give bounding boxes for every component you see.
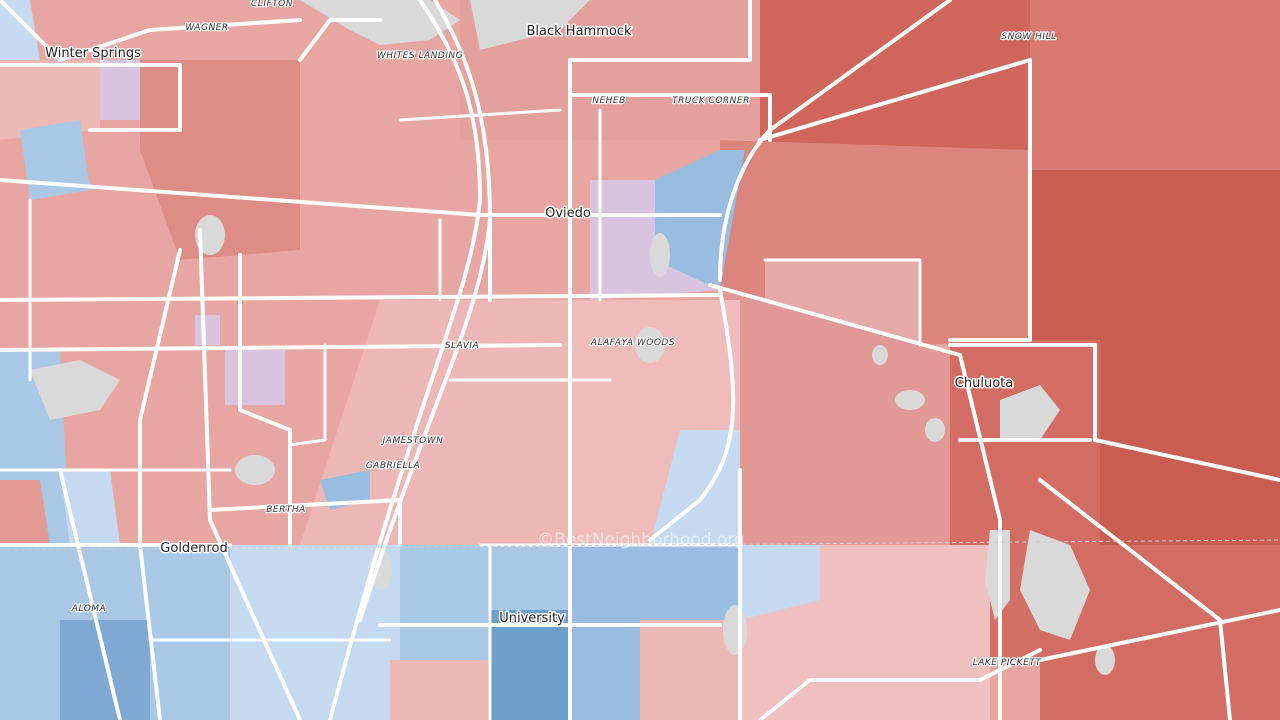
lakes (30, 0, 1115, 675)
town-label: Black Hammock (526, 24, 631, 39)
area-label: LAKE PICKETT (973, 658, 1043, 668)
town-label: University (499, 611, 565, 626)
area-label: ALOMA (71, 604, 106, 614)
town-label: Goldenrod (160, 541, 227, 556)
town-label: Chuluota (955, 376, 1013, 391)
area-label: GABRIELLA (366, 461, 421, 471)
area-label: BERTHA (266, 505, 306, 515)
area-label: WAGNER (185, 23, 228, 33)
town-label: Winter Springs (45, 46, 141, 61)
area-label: JAMESTOWN (381, 436, 444, 446)
area-label: SNOW HILL (1001, 32, 1056, 42)
area-label: CLIFTON (251, 0, 293, 9)
area-label: NEHEB (592, 96, 626, 106)
area-label: SLAVIA (445, 341, 479, 351)
boundary-line (0, 539, 1280, 551)
labels: Winter Springs Black Hammock Oviedo Chul… (44, 0, 1058, 669)
area-label: WHITES LANDING (377, 51, 463, 61)
town-label: Oviedo (545, 206, 591, 221)
area-label: TRUCK CORNER (672, 96, 750, 106)
area-label: ALAFAYA WOODS (590, 338, 675, 348)
watermark: ©BestNeighborhood.org (537, 530, 745, 550)
